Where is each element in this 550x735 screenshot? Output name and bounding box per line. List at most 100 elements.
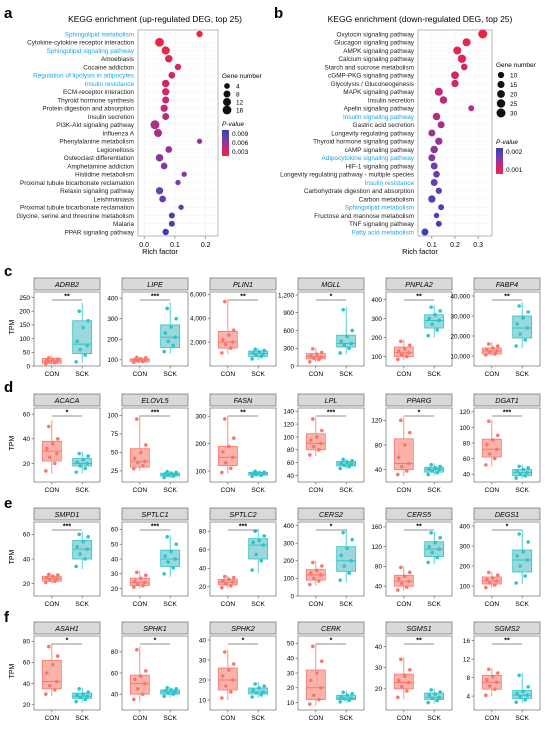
panel-letter-f: f: [4, 609, 10, 626]
term-label: Longevity regulating pathway - multiple …: [280, 172, 414, 179]
y-tick-label: 250: [19, 295, 30, 302]
term-label: Cytokine-cytokine receptor interaction: [27, 40, 134, 47]
panel-b-size-legend-title: Gene number: [496, 62, 537, 69]
sample-point: [435, 328, 439, 332]
sample-point: [45, 358, 49, 363]
boxplot-sptlc1: SPTLC1 20 30 40 50 60 CON SCK ***: [111, 507, 189, 608]
sample-point: [495, 579, 499, 583]
sample-point: [517, 532, 521, 536]
x-tick-label: SCK: [163, 715, 177, 722]
box-con: [217, 445, 238, 466]
sample-point: [163, 689, 167, 693]
sample-point: [429, 305, 433, 309]
sample-point: [312, 356, 316, 361]
term-label: Thyroid hormone synthesis: [57, 97, 134, 104]
term-label: Cocaine addiction: [83, 64, 134, 71]
sample-point: [319, 686, 323, 690]
gene-name: ACACA: [54, 396, 80, 405]
sample-point: [493, 456, 497, 461]
sample-point: [339, 461, 343, 466]
x-tick-label: CON: [396, 715, 411, 722]
x-tick-label: SCK: [251, 601, 265, 608]
sample-point: [53, 461, 57, 466]
box-con: [393, 673, 414, 690]
x-tick-label: SCK: [251, 487, 265, 494]
sample-point: [491, 674, 495, 679]
sample-point: [403, 674, 407, 678]
size-legend-dot: [497, 80, 505, 89]
y-tick-label: 60: [111, 670, 119, 677]
y-tick-label: 60: [23, 660, 31, 667]
box-con: [217, 667, 238, 691]
x-tick-label: SCK: [427, 371, 441, 378]
boxplot-sgms2: SGMS2 4 8 12 16 CON SCK **: [463, 621, 541, 722]
y-tick-label: 80: [111, 649, 119, 656]
sample-point: [341, 457, 345, 462]
sample-point: [433, 466, 437, 470]
sample-point: [408, 430, 412, 435]
enrichment-dot: [437, 121, 445, 129]
sample-point: [77, 532, 81, 537]
sample-point: [135, 417, 139, 421]
term-label: Sphingolipid metabolism: [65, 31, 134, 38]
sample-point: [526, 310, 530, 314]
sample-point: [85, 694, 89, 699]
x-tick-label: CON: [396, 601, 411, 608]
sample-point: [518, 332, 522, 336]
y-tick-label: 50: [111, 450, 119, 457]
sample-point: [405, 689, 409, 693]
sample-point: [139, 450, 143, 455]
sample-point: [397, 576, 401, 581]
sample-point: [407, 461, 411, 466]
sample-point: [407, 579, 411, 583]
sample-point: [399, 418, 403, 423]
sample-point: [484, 693, 488, 697]
sample-point: [338, 700, 342, 704]
sample-point: [162, 694, 166, 699]
boxplot-lpl: LPL 40 60 80 100 120 140 CON SCK ***: [283, 393, 365, 494]
sample-point: [488, 684, 492, 688]
box-con: [481, 438, 502, 458]
sample-point: [77, 309, 81, 313]
term-label: Sphingolipid signaling pathway: [47, 48, 135, 55]
sample-point: [75, 460, 79, 465]
sample-point: [400, 684, 404, 689]
sample-point: [169, 471, 173, 475]
significance-stars: *: [242, 638, 245, 645]
sample-point: [253, 469, 257, 474]
sample-point: [223, 417, 227, 421]
sample-point: [86, 318, 90, 323]
y-tick-label: 100: [283, 576, 294, 583]
sample-point: [81, 325, 85, 330]
sample-point: [427, 544, 431, 549]
sample-point: [174, 542, 178, 546]
sample-point: [78, 347, 82, 352]
y-tick-label: 300: [283, 346, 294, 353]
color-legend-label: 0.003: [232, 149, 249, 156]
sample-point: [403, 574, 407, 579]
significance-stars: **: [416, 638, 422, 645]
sample-point: [169, 688, 173, 692]
sample-point: [139, 357, 143, 361]
sample-point: [78, 552, 82, 556]
sample-point: [254, 691, 258, 695]
sample-point: [56, 437, 60, 441]
size-legend-dot: [224, 83, 230, 89]
enrichment-dot: [161, 46, 170, 55]
sample-point: [347, 346, 351, 351]
y-tick-label: 30: [287, 670, 295, 677]
gene-name: SGMS2: [494, 624, 519, 633]
boxplot-pparg: PPARG 40 80 120 CON SCK *: [371, 393, 453, 494]
boxplot-cers5: CERS5 40 80 120 160 CON SCK **: [371, 507, 453, 608]
term-label: Proximal tubule bicarbonate reclamation: [20, 180, 134, 187]
significance-stars: *: [506, 524, 509, 531]
gene-name: SPTLC2: [229, 510, 256, 519]
sample-point: [141, 463, 145, 468]
sample-point: [320, 350, 324, 355]
term-label: Fructose and mannose metabolism: [314, 213, 414, 220]
sample-point: [485, 348, 489, 352]
significance-stars: ***: [151, 294, 159, 301]
sample-point: [493, 583, 497, 587]
sample-point: [75, 693, 79, 697]
enrichment-dot: [460, 63, 468, 71]
